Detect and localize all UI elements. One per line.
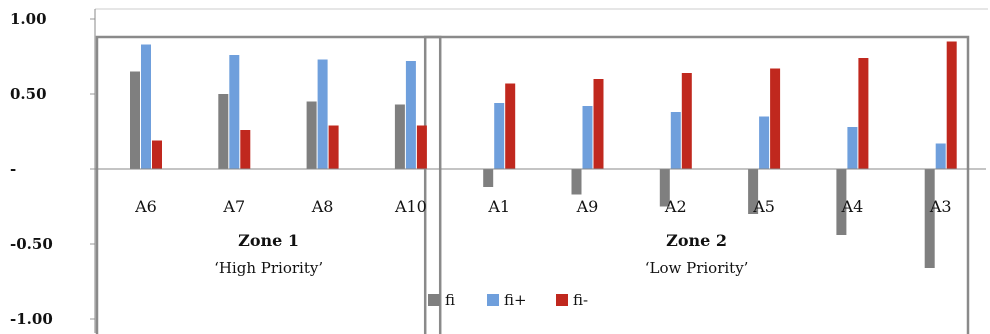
x-tick-label: A7: [222, 197, 245, 216]
bar-fi-a4: [836, 169, 847, 235]
x-tick-label: A6: [134, 197, 157, 216]
y-tick-label: 1.00: [10, 10, 47, 28]
labels: Zone 1 ‘High Priority’ Zone 2 ‘Low Priority…: [134, 197, 951, 277]
bar-fi-a9: [571, 169, 582, 195]
bar-fiminus-a6: [152, 140, 162, 169]
bar-fiplus-a9: [582, 106, 593, 169]
bar-fiminus-a5: [770, 68, 781, 169]
zone-title: Zone 1: [238, 231, 299, 250]
bar-fi-a1: [483, 169, 494, 187]
bar-fi-a10: [394, 104, 405, 169]
y-tick-label: -0.50: [10, 235, 53, 253]
bar-fiminus-a8: [328, 125, 339, 169]
legend-label: fi-: [573, 291, 588, 309]
bars: [130, 41, 957, 268]
bar-fiminus-a4: [858, 58, 869, 169]
legend-swatch: [487, 294, 499, 306]
legend-label: fi: [445, 291, 455, 309]
bar-fiplus-a4: [847, 127, 858, 169]
bar-fiplus-a7: [229, 55, 240, 169]
bar-fi-a8: [306, 101, 317, 169]
legend-label: fi+: [504, 291, 527, 309]
x-tick-label: A2: [664, 197, 687, 216]
zone-subtitle: ‘Low Priority’: [645, 259, 749, 277]
x-tick-label: A9: [576, 197, 599, 216]
bar-fi-a7: [218, 94, 229, 169]
legend-swatch: [556, 294, 568, 306]
x-tick-label: A1: [487, 197, 510, 216]
zone-boxes: [95, 35, 970, 334]
bar-fiplus-a1: [494, 103, 505, 169]
bar-fiminus-a2: [681, 73, 692, 169]
zone-box: [423, 35, 970, 334]
zone-subtitle: ‘High Priority’: [214, 259, 323, 277]
bar-fiplus-a6: [141, 44, 151, 169]
bar-fiminus-a1: [505, 83, 516, 169]
y-tick-label: -: [10, 160, 16, 178]
legend: fi fi+ fi-: [428, 291, 588, 309]
x-tick-label: A4: [841, 197, 864, 216]
bar-fiplus-a5: [759, 116, 770, 169]
bar-fiplus-a3: [935, 143, 946, 169]
zone-title: Zone 2: [666, 231, 727, 250]
bar-fiminus-a10: [416, 125, 427, 169]
bar-fiminus-a3: [946, 41, 957, 169]
bar-fi-a5: [748, 169, 759, 214]
bar-fi-a6: [130, 71, 140, 169]
x-tick-label: A3: [929, 197, 952, 216]
bar-fiplus-a8: [317, 59, 328, 169]
y-tick-label: 0.50: [10, 85, 47, 103]
x-tick-label: A5: [752, 197, 775, 216]
x-tick-label: A8: [311, 197, 334, 216]
bar-fiminus-a9: [593, 79, 604, 169]
axes: 1.00 0.50 - -0.50 -1.00: [10, 9, 986, 333]
zone-box: [95, 35, 442, 334]
y-tick-label: -1.00: [10, 310, 53, 328]
bar-fiplus-a10: [405, 61, 416, 169]
bar-fi-a2: [659, 169, 670, 207]
x-tick-label: A10: [394, 197, 427, 216]
bar-fiminus-a7: [240, 130, 251, 169]
bar-fiplus-a2: [670, 112, 681, 169]
bar-fi-a3: [924, 169, 935, 268]
legend-swatch: [428, 294, 440, 306]
